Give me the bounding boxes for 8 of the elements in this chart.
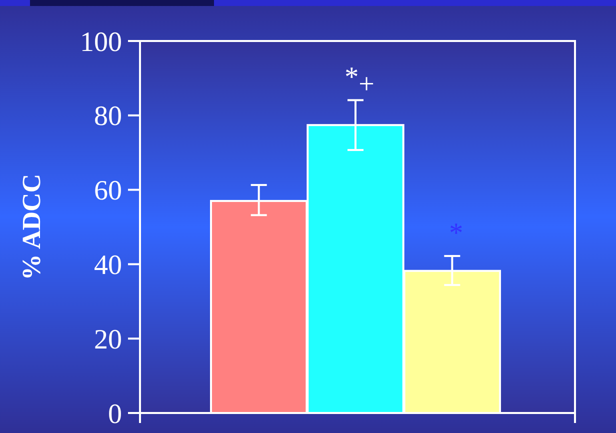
y-tick-label: 40 xyxy=(94,250,122,281)
y-axis-title: % ADCC xyxy=(17,174,46,280)
y-tick-label: 100 xyxy=(80,26,122,58)
y-tick-label: 0 xyxy=(108,398,122,430)
y-tick-label: 20 xyxy=(94,324,122,356)
y-tick-label: 60 xyxy=(94,176,122,207)
y-tick-label: 80 xyxy=(94,101,122,132)
annotation: * xyxy=(449,218,464,250)
